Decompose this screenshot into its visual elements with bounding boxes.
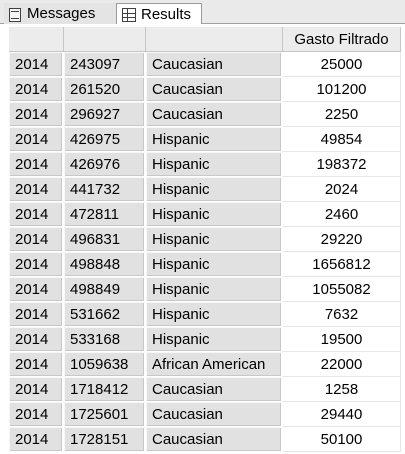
- id-cell[interactable]: 1728151: [64, 427, 146, 452]
- ethnicity-cell[interactable]: Hispanic: [146, 277, 283, 302]
- ethnicity-cell[interactable]: Hispanic: [146, 252, 283, 277]
- column-header-gasto-filtrado[interactable]: Gasto Filtrado: [283, 27, 401, 52]
- table-row[interactable]: 2014 1728151 Caucasian 50100: [9, 427, 401, 452]
- messages-icon: [8, 7, 22, 22]
- gasto-cell[interactable]: 101200: [283, 77, 401, 102]
- id-cell[interactable]: 1059638: [64, 352, 146, 377]
- gasto-cell[interactable]: 2460: [283, 202, 401, 227]
- table-row[interactable]: 2014 498849 Hispanic 1055082: [9, 277, 401, 302]
- grid-header-row: Gasto Filtrado: [9, 27, 401, 52]
- gasto-cell[interactable]: 49854: [283, 127, 401, 152]
- table-row[interactable]: 2014 533168 Hispanic 19500: [9, 327, 401, 352]
- gasto-cell[interactable]: 1258: [283, 377, 401, 402]
- results-grid: Gasto Filtrado 2014 243097 Caucasian 25000 2…: [9, 27, 401, 452]
- year-cell[interactable]: 2014: [9, 327, 64, 352]
- id-cell[interactable]: 533168: [64, 327, 146, 352]
- ethnicity-cell[interactable]: Hispanic: [146, 177, 283, 202]
- gasto-cell[interactable]: 1055082: [283, 277, 401, 302]
- table-row[interactable]: 2014 426976 Hispanic 198372: [9, 152, 401, 177]
- tab-results[interactable]: Results: [116, 3, 202, 25]
- ethnicity-cell[interactable]: Hispanic: [146, 227, 283, 252]
- table-row[interactable]: 2014 1725601 Caucasian 29440: [9, 402, 401, 427]
- table-row[interactable]: 2014 296927 Caucasian 2250: [9, 102, 401, 127]
- id-cell[interactable]: 531662: [64, 302, 146, 327]
- id-cell[interactable]: 261520: [64, 77, 146, 102]
- ethnicity-cell[interactable]: Hispanic: [146, 127, 283, 152]
- gasto-cell[interactable]: 25000: [283, 52, 401, 77]
- grid-body: 2014 243097 Caucasian 25000 2014 261520 Caucas…: [9, 52, 401, 452]
- table-row[interactable]: 2014 261520 Caucasian 101200: [9, 77, 401, 102]
- year-cell[interactable]: 2014: [9, 427, 64, 452]
- tab-results-label: Results: [141, 6, 192, 23]
- gasto-cell[interactable]: 1656812: [283, 252, 401, 277]
- gasto-cell[interactable]: 198372: [283, 152, 401, 177]
- ethnicity-cell[interactable]: Hispanic: [146, 152, 283, 177]
- year-cell[interactable]: 2014: [9, 152, 64, 177]
- grid-icon: [122, 7, 136, 22]
- year-cell[interactable]: 2014: [9, 127, 64, 152]
- id-cell[interactable]: 498849: [64, 277, 146, 302]
- year-cell[interactable]: 2014: [9, 227, 64, 252]
- table-row[interactable]: 2014 498848 Hispanic 1656812: [9, 252, 401, 277]
- gasto-cell[interactable]: 19500: [283, 327, 401, 352]
- id-cell[interactable]: 243097: [64, 52, 146, 77]
- ethnicity-cell[interactable]: Caucasian: [146, 52, 283, 77]
- id-cell[interactable]: 441732: [64, 177, 146, 202]
- year-cell[interactable]: 2014: [9, 102, 64, 127]
- ethnicity-cell[interactable]: Caucasian: [146, 402, 283, 427]
- table-row[interactable]: 2014 1059638 African American 22000: [9, 352, 401, 377]
- table-row[interactable]: 2014 243097 Caucasian 25000: [9, 52, 401, 77]
- table-row[interactable]: 2014 472811 Hispanic 2460: [9, 202, 401, 227]
- ethnicity-cell[interactable]: African American: [146, 352, 283, 377]
- column-header[interactable]: [64, 27, 146, 52]
- year-cell[interactable]: 2014: [9, 352, 64, 377]
- id-cell[interactable]: 296927: [64, 102, 146, 127]
- id-cell[interactable]: 426975: [64, 127, 146, 152]
- table-row[interactable]: 2014 426975 Hispanic 49854: [9, 127, 401, 152]
- gasto-cell[interactable]: 29220: [283, 227, 401, 252]
- gasto-cell[interactable]: 29440: [283, 402, 401, 427]
- gasto-cell[interactable]: 2024: [283, 177, 401, 202]
- tab-messages[interactable]: Messages: [4, 3, 116, 24]
- gasto-cell[interactable]: 2250: [283, 102, 401, 127]
- ethnicity-cell[interactable]: Hispanic: [146, 202, 283, 227]
- id-cell[interactable]: 472811: [64, 202, 146, 227]
- year-cell[interactable]: 2014: [9, 77, 64, 102]
- ethnicity-cell[interactable]: Caucasian: [146, 102, 283, 127]
- gasto-cell[interactable]: 50100: [283, 427, 401, 452]
- column-header[interactable]: [146, 27, 283, 52]
- ethnicity-cell[interactable]: Caucasian: [146, 427, 283, 452]
- table-row[interactable]: 2014 531662 Hispanic 7632: [9, 302, 401, 327]
- table-row[interactable]: 2014 496831 Hispanic 29220: [9, 227, 401, 252]
- ethnicity-cell[interactable]: Hispanic: [146, 302, 283, 327]
- year-cell[interactable]: 2014: [9, 402, 64, 427]
- gasto-cell[interactable]: 7632: [283, 302, 401, 327]
- column-header[interactable]: [9, 27, 64, 52]
- table-row[interactable]: 2014 441732 Hispanic 2024: [9, 177, 401, 202]
- results-grid-area: Gasto Filtrado 2014 243097 Caucasian 25000 2…: [0, 24, 405, 454]
- year-cell[interactable]: 2014: [9, 52, 64, 77]
- year-cell[interactable]: 2014: [9, 202, 64, 227]
- id-cell[interactable]: 498848: [64, 252, 146, 277]
- year-cell[interactable]: 2014: [9, 277, 64, 302]
- gasto-cell[interactable]: 22000: [283, 352, 401, 377]
- tab-messages-label: Messages: [27, 5, 96, 22]
- ethnicity-cell[interactable]: Hispanic: [146, 327, 283, 352]
- table-row[interactable]: 2014 1718412 Caucasian 1258: [9, 377, 401, 402]
- year-cell[interactable]: 2014: [9, 377, 64, 402]
- ethnicity-cell[interactable]: Caucasian: [146, 77, 283, 102]
- year-cell[interactable]: 2014: [9, 177, 64, 202]
- year-cell[interactable]: 2014: [9, 302, 64, 327]
- id-cell[interactable]: 426976: [64, 152, 146, 177]
- year-cell[interactable]: 2014: [9, 252, 64, 277]
- results-tab-bar: Messages Results: [0, 0, 405, 25]
- ethnicity-cell[interactable]: Caucasian: [146, 377, 283, 402]
- id-cell[interactable]: 496831: [64, 227, 146, 252]
- id-cell[interactable]: 1718412: [64, 377, 146, 402]
- id-cell[interactable]: 1725601: [64, 402, 146, 427]
